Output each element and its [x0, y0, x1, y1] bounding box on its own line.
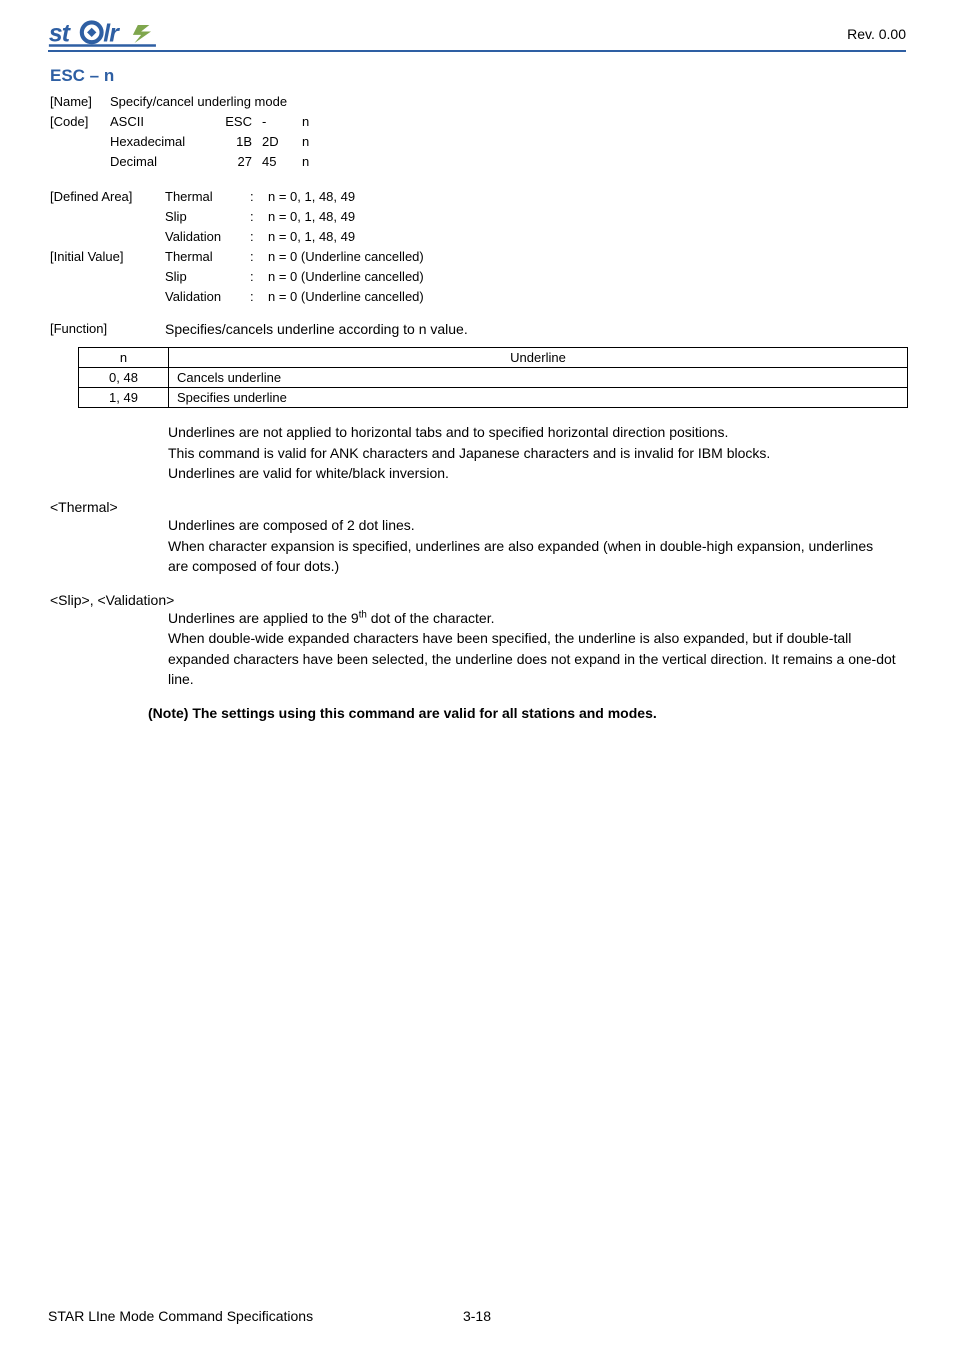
thermal-line2: When character expansion is specified, u… — [168, 536, 896, 577]
initial-val-0: n = 0 (Underline cancelled) — [268, 247, 906, 267]
para1-line1: Underlines are not applied to horizontal… — [168, 422, 896, 442]
code-type-2: Decimal — [110, 152, 210, 172]
function-text: Specifies/cancels underline according to… — [165, 321, 906, 337]
slip-line1: Underlines are applied to the 9th dot of… — [168, 608, 896, 628]
name-label: [Name] — [50, 92, 110, 112]
function-row: [Function] Specifies/cancels underline a… — [50, 321, 906, 337]
defined-val-2: n = 0, 1, 48, 49 — [268, 227, 906, 247]
footer-page: 3-18 — [463, 1308, 491, 1324]
body-para1: Underlines are not applied to horizontal… — [168, 422, 896, 483]
thermal-body: Underlines are composed of 2 dot lines. … — [168, 515, 896, 576]
table-header-n: n — [79, 348, 169, 368]
thermal-tag: <Thermal> — [50, 499, 906, 515]
para1-line2: This command is valid for ANK characters… — [168, 443, 896, 463]
initial-label: [Initial Value] — [50, 247, 165, 267]
table-cell-n-1: 1, 49 — [79, 388, 169, 408]
code-c3-1: n — [302, 132, 332, 152]
table-header-desc: Underline — [169, 348, 908, 368]
code-c1-2: 27 — [210, 152, 262, 172]
code-c3-2: n — [302, 152, 332, 172]
thermal-line1: Underlines are composed of 2 dot lines. — [168, 515, 896, 535]
table-header-row: n Underline — [79, 348, 908, 368]
name-value: Specify/cancel underling mode — [110, 92, 287, 112]
defined-block: [Defined Area] Thermal : n = 0, 1, 48, 4… — [50, 187, 906, 308]
code-c1-0: ESC — [210, 112, 262, 132]
code-c2-2: 45 — [262, 152, 302, 172]
footer-title: STAR LIne Mode Command Specifications — [48, 1308, 313, 1324]
table-row: 0, 48 Cancels underline — [79, 368, 908, 388]
svg-text:st: st — [49, 20, 72, 47]
code-type-1: Hexadecimal — [110, 132, 210, 152]
defined-label: [Defined Area] — [50, 187, 165, 207]
table-cell-desc-1: Specifies underline — [169, 388, 908, 408]
code-type-0: ASCII — [110, 112, 210, 132]
defined-station-2: Validation — [165, 227, 250, 247]
underline-table: n Underline 0, 48 Cancels underline 1, 4… — [78, 347, 908, 408]
initial-val-2: n = 0 (Underline cancelled) — [268, 287, 906, 307]
slip-body: Underlines are applied to the 9th dot of… — [168, 608, 896, 689]
table-row: 1, 49 Specifies underline — [79, 388, 908, 408]
para1-line3: Underlines are valid for white/black inv… — [168, 463, 896, 483]
code-label: [Code] — [50, 112, 110, 132]
initial-station-0: Thermal — [165, 247, 250, 267]
defined-station-1: Slip — [165, 207, 250, 227]
slip-line2: When double-wide expanded characters hav… — [168, 628, 896, 689]
command-title: ESC – n — [50, 66, 906, 86]
table-cell-desc-0: Cancels underline — [169, 368, 908, 388]
colon: : — [250, 187, 268, 207]
slip-tag: <Slip>, <Validation> — [50, 592, 906, 608]
defined-val-1: n = 0, 1, 48, 49 — [268, 207, 906, 227]
svg-text:lr: lr — [103, 20, 120, 47]
initial-val-1: n = 0 (Underline cancelled) — [268, 267, 906, 287]
table-cell-n-0: 0, 48 — [79, 368, 169, 388]
code-c2-1: 2D — [262, 132, 302, 152]
meta-block: [Name] Specify/cancel underling mode [Co… — [50, 92, 906, 173]
page-footer: STAR LIne Mode Command Specifications 3-… — [48, 1308, 906, 1324]
function-label: [Function] — [50, 321, 165, 337]
code-c2-0: - — [262, 112, 302, 132]
revision-label: Rev. 0.00 — [847, 20, 906, 42]
defined-station-0: Thermal — [165, 187, 250, 207]
page-header: st lr Rev. 0.00 — [48, 20, 906, 52]
code-c3-0: n — [302, 112, 332, 132]
code-c1-1: 1B — [210, 132, 262, 152]
initial-station-1: Slip — [165, 267, 250, 287]
note-text: (Note) The settings using this command a… — [148, 705, 906, 721]
initial-station-2: Validation — [165, 287, 250, 307]
star-logo: st lr — [48, 20, 198, 48]
defined-val-0: n = 0, 1, 48, 49 — [268, 187, 906, 207]
